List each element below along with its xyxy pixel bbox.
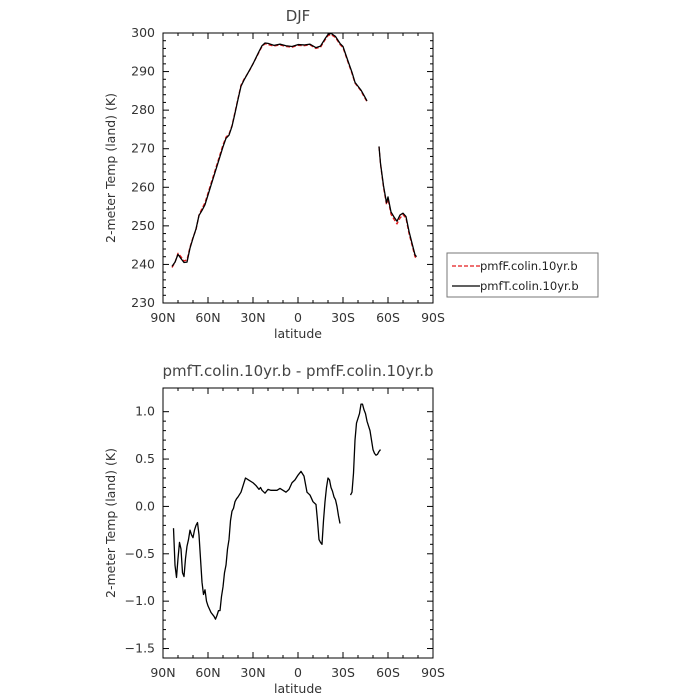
y-tick-label: 270	[131, 141, 155, 156]
y-tick-label: 0.0	[135, 498, 155, 513]
x-tick-label: 0	[294, 310, 302, 325]
series-line-0	[349, 403, 382, 496]
x-tick-label: 60S	[376, 665, 400, 680]
y-tick-label: 240	[131, 256, 155, 271]
series-line-1	[171, 32, 368, 267]
y-tick-label: 300	[131, 25, 155, 40]
y-tick-label: 230	[131, 295, 155, 310]
x-tick-label: 30N	[240, 310, 265, 325]
x-tick-label: 90S	[421, 310, 445, 325]
legend-entry: pmfT.colin.10yr.b	[480, 279, 579, 293]
x-tick-label: 30N	[240, 665, 265, 680]
y-axis-label: 2-meter Temp (land) (K)	[103, 93, 118, 243]
y-tick-label: 0.5	[135, 451, 155, 466]
series-line-0	[172, 470, 341, 620]
x-tick-label: 30S	[331, 310, 355, 325]
series-line-0	[378, 146, 418, 260]
series-line-0	[171, 33, 368, 268]
x-tick-label: 0	[294, 665, 302, 680]
y-tick-label: −1.0	[125, 593, 155, 608]
x-tick-label: 60N	[195, 665, 220, 680]
x-tick-label: 90N	[150, 665, 175, 680]
y-tick-label: 1.0	[135, 404, 155, 419]
chart-title: DJF	[286, 7, 311, 25]
x-axis-label: latitude	[274, 681, 322, 696]
x-axis-label: latitude	[274, 326, 322, 341]
y-axis-label: 2-meter Temp (land) (K)	[103, 448, 118, 598]
x-tick-label: 90N	[150, 310, 175, 325]
y-tick-label: −1.5	[125, 641, 155, 656]
legend-entry: pmfF.colin.10yr.b	[480, 259, 578, 273]
x-tick-label: 90S	[421, 665, 445, 680]
chart-title: pmfT.colin.10yr.b - pmfF.colin.10yr.b	[162, 362, 433, 380]
series-line-1	[378, 146, 418, 258]
y-tick-label: −0.5	[125, 546, 155, 561]
x-tick-label: 60S	[376, 310, 400, 325]
x-tick-label: 30S	[331, 665, 355, 680]
y-tick-label: 250	[131, 218, 155, 233]
y-tick-label: 290	[131, 64, 155, 79]
y-tick-label: 280	[131, 102, 155, 117]
x-tick-label: 60N	[195, 310, 220, 325]
plot-frame	[162, 32, 434, 304]
y-tick-label: 260	[131, 179, 155, 194]
plot-frame	[162, 387, 434, 659]
legend-box	[446, 252, 599, 298]
